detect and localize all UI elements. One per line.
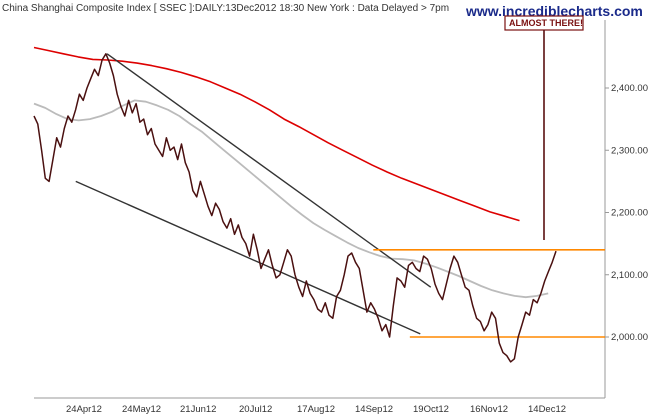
x-tick-label: 14Dec12 [528, 404, 566, 415]
y-tick-label: 2,000.00 [611, 332, 648, 343]
chart-title: China Shanghai Composite Index [ SSEC ]:… [2, 3, 449, 14]
annotation-label: ALMOST THERE! [509, 18, 583, 28]
x-tick-label: 19Oct12 [413, 404, 449, 415]
watermark: www.incrediblecharts.com [465, 3, 643, 19]
x-tick-label: 21Jun12 [180, 404, 216, 415]
chart-marks [33, 46, 605, 363]
y-tick-label: 2,100.00 [611, 270, 648, 281]
y-tick-label: 2,200.00 [611, 208, 648, 219]
x-tick-label: 16Nov12 [470, 404, 508, 415]
x-tick-label: 20Jul12 [239, 404, 272, 415]
x-tick-label: 14Sep12 [355, 404, 393, 415]
x-tick-label: 24Apr12 [66, 404, 102, 415]
y-tick-label: 2,300.00 [611, 145, 648, 156]
trendline [75, 180, 421, 335]
annotation: ALMOST THERE! [504, 15, 584, 240]
x-tick-label: 24May12 [122, 404, 161, 415]
y-tick-labels: 2,000.00 2,100.00 2,200.00 2,300.00 2,400.00 [605, 83, 648, 343]
series-line-ma-long [33, 46, 520, 222]
x-tick-labels: 24Apr12 24May12 21Jun12 20Jul12 17Aug12 14Sep… [66, 404, 566, 415]
y-tick-label: 2,400.00 [611, 83, 648, 94]
series-line-price [33, 53, 557, 363]
x-tick-label: 17Aug12 [297, 404, 335, 415]
trendline [106, 53, 432, 288]
